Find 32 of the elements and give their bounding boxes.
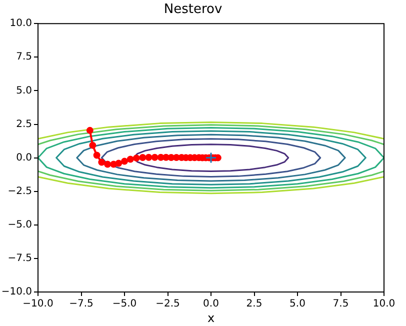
y-tick-label: 0.0 (16, 152, 32, 164)
x-tick-label: −2.5 (156, 298, 180, 310)
y-tick-label: −10.0 (1, 286, 32, 298)
point (151, 154, 158, 161)
x-tick-label: 2.5 (246, 298, 262, 310)
point (126, 156, 134, 163)
point (86, 126, 94, 134)
x-tick-label: −7.5 (69, 298, 94, 310)
point (205, 152, 217, 164)
point (121, 158, 128, 165)
y-tick-label: −2.5 (8, 186, 32, 197)
x-tick-label: 5.0 (290, 298, 306, 310)
x-tick-label: 10.0 (372, 298, 396, 310)
point (145, 154, 152, 161)
point (104, 160, 112, 168)
point (115, 160, 122, 167)
y-tick-label: −5.0 (8, 219, 32, 230)
point (139, 154, 146, 162)
point (98, 158, 106, 166)
point (89, 142, 96, 149)
y-tick-label: 2.5 (16, 118, 32, 130)
chart-title: Nesterov (164, 2, 222, 18)
point (93, 152, 100, 159)
y-tick-label: 7.5 (16, 52, 32, 63)
x-tick-label: 7.5 (332, 298, 349, 310)
x-tick-label: 0.0 (203, 298, 219, 310)
y-tick-label: 5.0 (16, 85, 32, 96)
x-tick-label: −5.0 (112, 298, 137, 310)
y-tick-label: 10.0 (10, 18, 32, 30)
x-axis-title: x (207, 310, 215, 325)
point (132, 154, 140, 162)
y-tick-label: −7.5 (8, 253, 32, 264)
